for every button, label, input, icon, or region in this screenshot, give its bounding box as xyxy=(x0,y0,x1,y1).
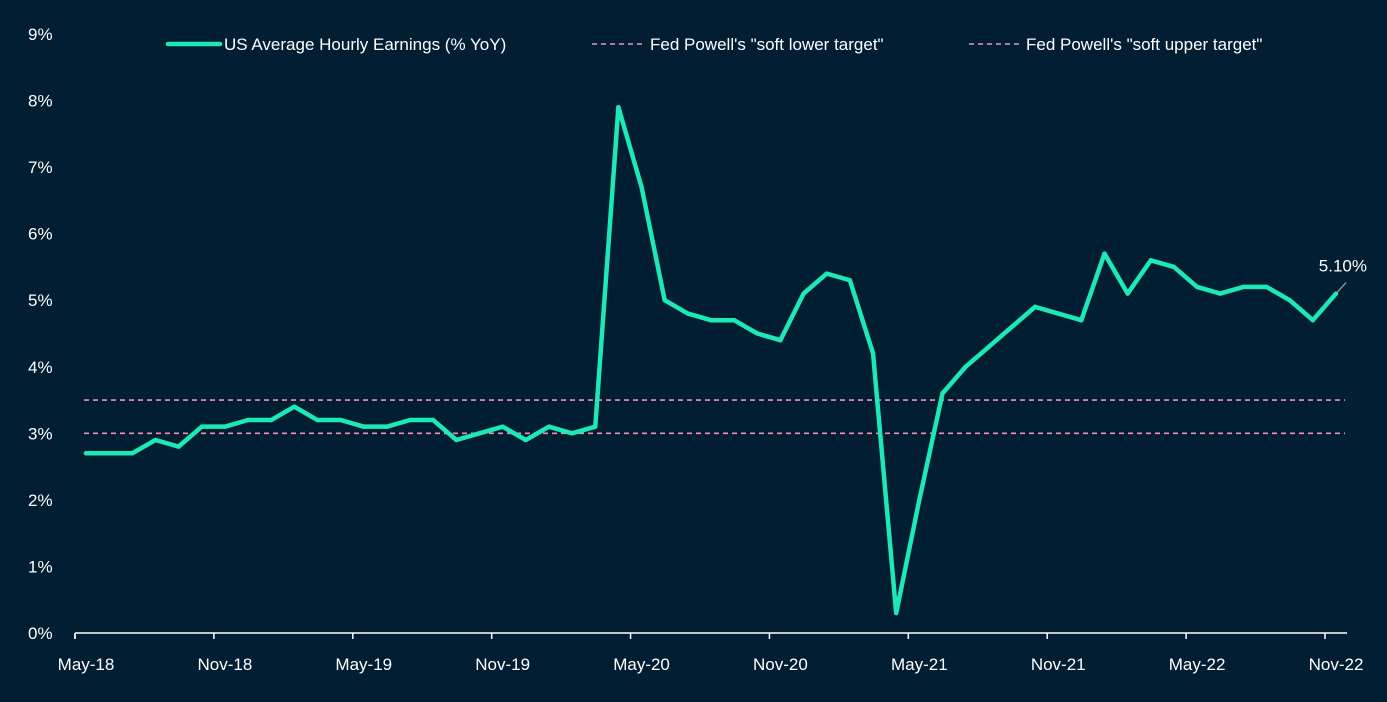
x-tick-label-nov-20: Nov-20 xyxy=(753,655,808,674)
x-tick-label-may-22: May-22 xyxy=(1169,655,1226,674)
data-point-sep-21 xyxy=(1009,324,1015,330)
x-tick-label-nov-18: Nov-18 xyxy=(197,655,252,674)
data-point-aug-21 xyxy=(986,344,991,350)
legend-item-fed-powell-s-soft-lower-target: Fed Powell's "soft lower target" xyxy=(592,35,884,54)
data-point-oct-21 xyxy=(1032,304,1038,310)
data-point-mar-20 xyxy=(593,424,598,429)
data-point-jan-22 xyxy=(1102,251,1107,256)
data-point-may-21 xyxy=(917,497,922,503)
legend-label-fed-powell-s-soft-lower-target: Fed Powell's "soft lower target" xyxy=(650,35,884,54)
data-point-sep-22 xyxy=(1287,298,1292,303)
y-axis-tick-labels: 0% 1% 2% 3% 4% 5% 6% 7% 8% 9% xyxy=(28,25,53,643)
data-point-oct-19 xyxy=(477,431,482,436)
data-point-jan-21 xyxy=(824,271,829,276)
y-tick-label-5: 5% xyxy=(28,291,53,310)
y-tick-label-2: 2% xyxy=(28,491,53,510)
data-point-jul-21 xyxy=(963,364,968,369)
data-point-mar-19 xyxy=(315,417,320,423)
data-point-jul-22 xyxy=(1241,284,1246,290)
data-point-jan-19 xyxy=(268,417,274,423)
annotation-leader-line xyxy=(1335,282,1347,294)
data-point-jul-19 xyxy=(407,417,413,423)
data-point-oct-20 xyxy=(755,331,760,336)
annotation-label-5-10: 5.10% xyxy=(1319,257,1367,276)
data-point-aug-20 xyxy=(708,317,714,323)
data-point-aug-22 xyxy=(1264,284,1269,290)
x-tick-label-may-19: May-19 xyxy=(335,655,392,674)
x-axis: May-18 Nov-18 May-19 Nov-19 May-20 Nov-20 May-… xyxy=(58,632,1364,674)
x-tick-label-may-21: May-21 xyxy=(891,655,948,674)
y-tick-label-6: 6% xyxy=(28,225,53,244)
x-tick-label-may-18: May-18 xyxy=(58,655,115,674)
legend-label-fed-powell-s-soft-upper-target: Fed Powell's "soft upper target" xyxy=(1026,35,1262,54)
data-point-jun-19 xyxy=(384,424,390,429)
y-tick-label-3: 3% xyxy=(28,424,53,443)
x-tick-label-nov-21: Nov-21 xyxy=(1031,655,1086,674)
data-point-sep-20 xyxy=(731,317,737,323)
data-point-jun-18 xyxy=(106,451,112,456)
y-tick-label-1: 1% xyxy=(28,557,53,576)
data-point-dec-21 xyxy=(1079,317,1084,323)
data-point-may-18 xyxy=(83,451,89,456)
series-lines xyxy=(83,104,1339,616)
annotations: 5.10% xyxy=(1319,257,1367,294)
x-tick-label-nov-19: Nov-19 xyxy=(475,655,530,674)
data-point-feb-19 xyxy=(292,404,297,409)
data-point-aug-18 xyxy=(153,437,158,443)
data-point-dec-18 xyxy=(245,417,251,423)
data-point-feb-22 xyxy=(1125,291,1130,296)
data-point-jun-22 xyxy=(1218,291,1223,296)
data-point-nov-18 xyxy=(222,424,228,429)
data-point-may-19 xyxy=(361,424,366,429)
data-point-mar-22 xyxy=(1148,258,1154,263)
data-point-nov-19 xyxy=(500,424,505,429)
y-tick-label-8: 8% xyxy=(28,92,53,111)
data-point-jul-18 xyxy=(130,451,135,456)
data-point-aug-19 xyxy=(431,417,436,423)
data-point-feb-21 xyxy=(847,278,853,283)
data-point-apr-19 xyxy=(338,417,343,423)
data-point-mar-21 xyxy=(870,351,876,356)
y-tick-label-4: 4% xyxy=(28,358,53,377)
data-point-feb-20 xyxy=(569,431,575,436)
data-point-may-20 xyxy=(639,184,644,190)
data-point-apr-20 xyxy=(616,105,621,110)
data-point-oct-18 xyxy=(199,424,204,429)
data-point-nov-20 xyxy=(778,337,783,343)
y-tick-label-0: 0% xyxy=(28,624,53,643)
y-tick-label-9: 9% xyxy=(28,25,53,44)
data-point-jun-20 xyxy=(662,298,667,303)
target-reference-lines xyxy=(84,399,1345,435)
data-point-jun-21 xyxy=(940,391,945,396)
data-point-nov-21 xyxy=(1056,311,1061,316)
data-point-may-22 xyxy=(1194,284,1200,290)
data-point-oct-22 xyxy=(1310,317,1316,323)
legend-item-us-average-hourly-earnings-yoy: US Average Hourly Earnings (% YoY) xyxy=(165,35,506,54)
data-point-dec-19 xyxy=(523,437,529,443)
data-point-sep-19 xyxy=(454,437,459,443)
data-point-apr-21 xyxy=(893,610,899,616)
data-point-jul-20 xyxy=(685,311,691,316)
data-point-apr-22 xyxy=(1171,264,1177,270)
data-point-sep-18 xyxy=(176,444,181,449)
x-tick-label-may-20: May-20 xyxy=(613,655,670,674)
x-tick-label-nov-22: Nov-22 xyxy=(1309,655,1364,674)
legend-label-us-average-hourly-earnings-yoy: US Average Hourly Earnings (% YoY) xyxy=(224,35,506,54)
data-point-jan-20 xyxy=(546,424,552,429)
series-line-us-average-hourly-earnings-yoy xyxy=(83,104,1339,616)
legend-item-fed-powell-s-soft-upper-target: Fed Powell's "soft upper target" xyxy=(969,35,1262,54)
data-point-dec-20 xyxy=(801,291,806,296)
legend: US Average Hourly Earnings (% YoY) Fed Po… xyxy=(165,35,1262,54)
y-tick-label-7: 7% xyxy=(28,158,53,177)
